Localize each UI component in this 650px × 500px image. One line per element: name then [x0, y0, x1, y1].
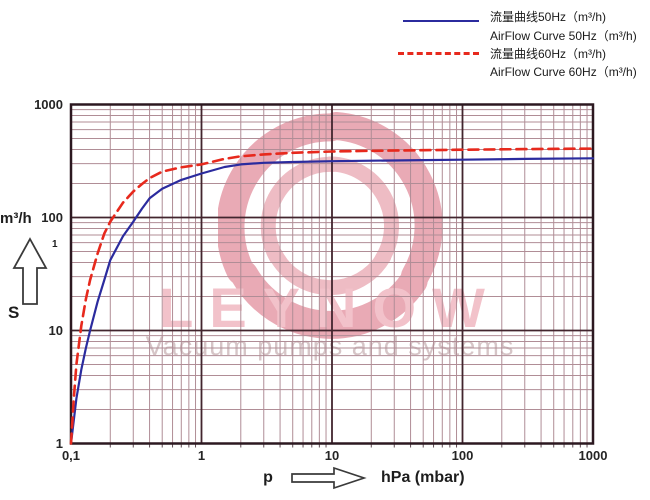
- legend-label-50hz-en: AirFlow Curve 50Hz（m³/h): [490, 29, 637, 43]
- y-tick-label: 1: [55, 435, 63, 451]
- y-axis-footnote-mark: 1: [52, 239, 58, 250]
- x-tick-label: 10: [324, 448, 340, 463]
- watermark-brand-text: LEYNOW: [159, 276, 501, 339]
- y-tick-label: 1000: [34, 96, 63, 112]
- legend-label-50hz-cn: 流量曲线50Hz（m³/h): [490, 10, 607, 24]
- legend-label-60hz-cn: 流量曲线60Hz（m³/h): [490, 47, 607, 61]
- airflow-curve-60hz: [69, 147, 595, 445]
- x-axis-symbol: p: [263, 469, 273, 486]
- airflow-curve-50hz: [69, 157, 595, 445]
- legend-line-sample-60hz: [398, 52, 479, 55]
- x-tick-label: 100: [451, 448, 474, 463]
- y-tick-label: 10: [48, 322, 63, 338]
- x-axis-unit-label: hPa (mbar): [381, 469, 465, 486]
- watermark-tagline-text: Vacuum pumps and systems: [145, 331, 515, 361]
- legend-label-60hz-en: AirFlow Curve 60Hz（m³/h): [490, 65, 637, 79]
- x-tick-label: 0,1: [61, 448, 81, 463]
- plot-border: [69, 103, 595, 445]
- x-axis-right-arrow-icon: [291, 466, 367, 490]
- legend-line-sample-50hz: [403, 20, 479, 22]
- x-tick-label: 1000: [578, 448, 608, 463]
- legend: 流量曲线50Hz（m³/h) AirFlow Curve 50Hz（m³/h) …: [395, 4, 650, 92]
- x-tick-label: 1: [197, 448, 206, 463]
- y-axis-symbol: S: [8, 303, 20, 322]
- y-tick-label: 100: [41, 209, 63, 225]
- y-axis-up-arrow-icon: [12, 237, 48, 305]
- y-axis-unit-label: m³/h: [0, 210, 32, 227]
